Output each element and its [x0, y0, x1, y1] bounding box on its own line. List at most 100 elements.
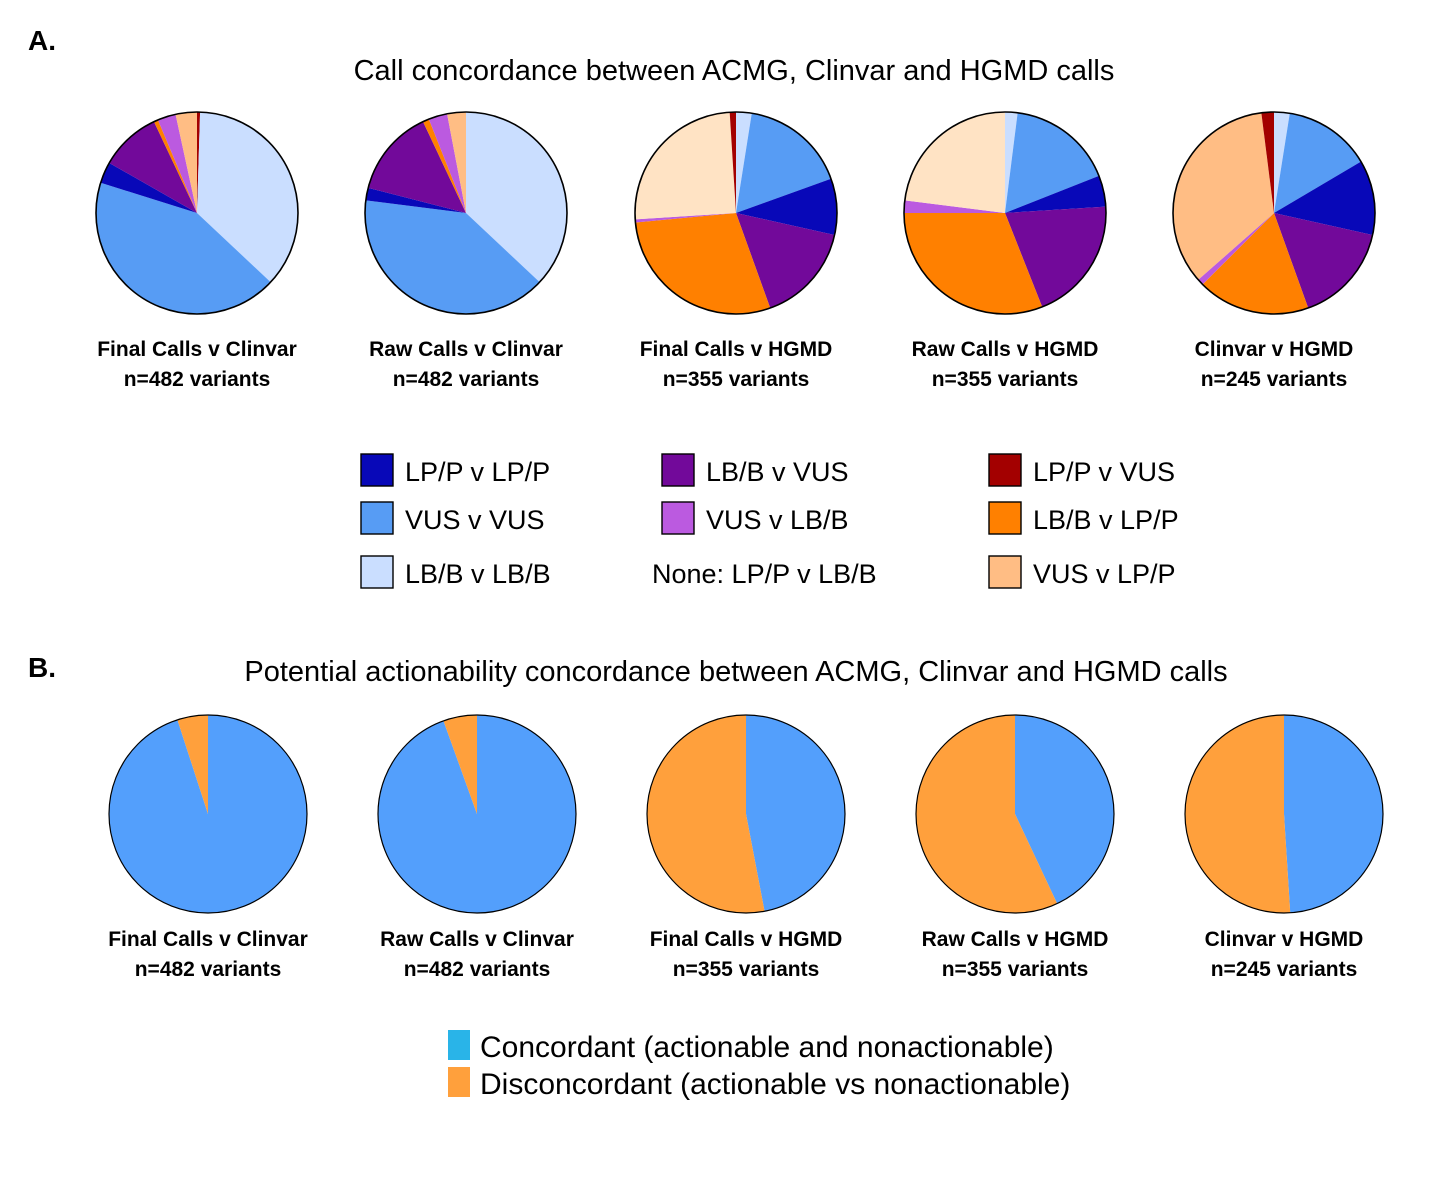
legend-item-lb-b-v-lp-p: LB/B v LP/P — [988, 501, 1179, 535]
pie-slice-raw-calls-v-clinvar-vus-v-vus — [365, 200, 540, 315]
pie-label-n: n=355 variants — [663, 368, 810, 391]
pie-label-name: Raw Calls v Clinvar — [369, 338, 563, 361]
pie-slice-final-calls-v-clinvar-lb-b-v-lb-b — [197, 112, 298, 283]
pie-label-name: Raw Calls v HGMD — [912, 338, 1099, 361]
pie-slice-final-calls-v-clinvar-vus-v-lb-b — [157, 114, 197, 213]
legend-item-lp-p-v-vus: LP/P v VUS — [988, 453, 1175, 487]
pie-outline — [377, 714, 577, 914]
pie-label-name: Clinvar v HGMD — [1195, 338, 1354, 361]
pie-slice-raw-calls-v-hgmd-vus-v-lb-b — [904, 200, 1005, 213]
legend-item-vus-v-lb-b: VUS v LB/B — [661, 501, 849, 535]
pie-slice-raw-calls-v-clinvar-vus-v-lp-p — [447, 112, 466, 213]
pie-label-name: Final Calls v HGMD — [640, 338, 833, 361]
pie-slice-final-calls-v-hgmd-lb-b-v-vus — [736, 213, 835, 309]
pie-slice-clinvar-v-hgmd-lb-b-v-lp-p — [1202, 213, 1309, 315]
legend-swatch — [448, 1030, 470, 1060]
pie-outline — [646, 714, 846, 914]
pie-slice-final-calls-v-clinvar-lb-b-v-lp-p — [153, 119, 197, 213]
legend-label: LB/B v LP/P — [1033, 505, 1179, 535]
pie-slice-clinvar-v-hgmd-disconcordant — [1184, 715, 1291, 914]
pie-slice-raw-calls-v-clinvar-lb-b-v-lp-p — [423, 119, 466, 213]
pie-label-n: n=482 variants — [404, 958, 551, 981]
pie-slice-final-calls-v-hgmd-disconcordant — [647, 715, 765, 914]
legend-item-none-lp-p-v-lb-b: None: LP/P v LB/B — [652, 559, 877, 589]
legend-swatch — [661, 501, 695, 535]
pie-slice-final-calls-v-hgmd-vus-v-lb-b — [635, 213, 736, 223]
pie-b-final-calls-v-hgmd: Final Calls v HGMD n=355 variants — [646, 714, 846, 981]
pie-outline — [1184, 714, 1384, 914]
pie-label-n: n=482 variants — [393, 368, 540, 391]
pie-a-clinvar-v-hgmd: Clinvar v HGMD n=245 variants — [1172, 111, 1376, 391]
pie-slice-final-calls-v-clinvar-vus-v-lp-p — [175, 112, 197, 213]
pie-outline — [915, 714, 1115, 914]
legend-swatch — [448, 1067, 470, 1097]
legend-swatch — [360, 453, 394, 487]
pie-slice-clinvar-v-hgmd-lb-b-v-lb-b — [1274, 112, 1290, 213]
panel-b-title: Potential actionability concordance betw… — [244, 656, 1227, 688]
pie-label-n: n=355 variants — [932, 368, 1079, 391]
pie-b-raw-calls-v-hgmd: Raw Calls v HGMD n=355 variants — [915, 714, 1115, 981]
legend-swatch — [988, 555, 1022, 589]
legend-label: None: LP/P v LB/B — [652, 559, 877, 589]
panel-a-legend: LP/P v LP/P VUS v VUS LB/B v LB/B LB/B v VU… — [360, 453, 1179, 589]
pie-slice-raw-calls-v-clinvar-lb-b-v-lb-b — [466, 112, 568, 283]
legend-label: VUS v LP/P — [1033, 559, 1176, 589]
legend-label: LP/P v LP/P — [405, 457, 550, 487]
legend-item-vus-v-lp-p: VUS v LP/P — [988, 555, 1176, 589]
legend-swatch — [661, 453, 695, 487]
pie-a-final-calls-v-hgmd: Final Calls v HGMD n=355 variants — [634, 111, 838, 391]
legend-item-vus-v-vus: VUS v VUS — [360, 501, 545, 535]
legend-item-disconcordant-actionable-vs-nonactionable: Disconcordant (actionable vs nonactionab… — [448, 1067, 1070, 1101]
legend-label: LB/B v VUS — [706, 457, 849, 487]
pie-slice-clinvar-v-hgmd-lp-p-v-vus — [1261, 112, 1274, 213]
panel-b-letter: B. — [28, 652, 56, 683]
legend-swatch — [360, 555, 394, 589]
pie-slice-final-calls-v-hgmd-vus-v-vus — [736, 113, 832, 213]
pie-outline — [634, 111, 838, 315]
pie-label-name: Final Calls v HGMD — [650, 928, 843, 951]
pie-label-name: Clinvar v HGMD — [1205, 928, 1364, 951]
pie-slice-raw-calls-v-hgmd-concordant — [1015, 714, 1115, 904]
pie-b-clinvar-v-hgmd: Clinvar v HGMD n=245 variants — [1184, 714, 1384, 981]
pie-label-name: Raw Calls v HGMD — [922, 928, 1109, 951]
pie-label-n: n=355 variants — [673, 958, 820, 981]
panel-a-title: Call concordance between ACMG, Clinvar a… — [354, 55, 1115, 87]
pie-slice-final-calls-v-hgmd-lp-p-v-lp-p — [736, 178, 838, 236]
pie-slice-raw-calls-v-hgmd-lb-b-v-vus — [1005, 206, 1106, 307]
pie-outline — [95, 111, 299, 315]
pie-slice-raw-calls-v-hgmd-disconcordant — [916, 715, 1058, 914]
pie-slice-final-calls-v-clinvar-disconcordant — [177, 715, 208, 814]
pie-slice-clinvar-v-hgmd-concordant — [1284, 715, 1383, 913]
pie-slice-clinvar-v-hgmd-vus-v-vus — [1274, 113, 1361, 213]
pie-b-final-calls-v-clinvar: Final Calls v Clinvar n=482 variants — [108, 714, 308, 981]
legend-label: LB/B v LB/B — [405, 559, 551, 589]
legend-label: LP/P v VUS — [1033, 457, 1175, 487]
panel-b-legend: Concordant (actionable and nonactionable… — [448, 1030, 1070, 1101]
pie-slice-final-calls-v-hgmd-lp-p-v-vus — [729, 112, 736, 213]
pie-label-n: n=482 variants — [124, 368, 271, 391]
pie-slice-clinvar-v-hgmd-vus-v-lp-p — [1173, 112, 1274, 280]
pie-slice-final-calls-v-clinvar-lp-p-v-lp-p — [100, 162, 197, 213]
pie-slice-raw-calls-v-clinvar-concordant — [377, 715, 576, 913]
legend-swatch — [988, 501, 1022, 535]
pie-slice-raw-calls-v-hgmd-vus-v-vus — [1005, 112, 1099, 213]
pie-label-n: n=355 variants — [942, 958, 1089, 981]
legend-label: VUS v LB/B — [706, 505, 849, 535]
pie-slice-final-calls-v-clinvar-lb-b-v-vus — [109, 121, 197, 213]
pie-label-name: Raw Calls v Clinvar — [380, 928, 574, 951]
pie-slice-raw-calls-v-hgmd-vus-v-lp-p — [904, 112, 1005, 213]
pie-a-raw-calls-v-clinvar: Raw Calls v Clinvar n=482 variants — [364, 111, 568, 391]
pie-slice-clinvar-v-hgmd-vus-v-lb-b — [1198, 213, 1274, 285]
pie-outline — [108, 714, 308, 914]
legend-label: Disconcordant (actionable vs nonactionab… — [480, 1068, 1070, 1101]
pie-label-n: n=482 variants — [135, 958, 282, 981]
pie-slice-raw-calls-v-clinvar-vus-v-lb-b — [428, 113, 466, 213]
legend-item-lp-p-v-lp-p: LP/P v LP/P — [360, 453, 550, 487]
pie-slice-final-calls-v-hgmd-lb-b-v-lb-b — [736, 111, 752, 213]
legend-label: VUS v VUS — [405, 505, 545, 535]
legend-swatch — [988, 453, 1022, 487]
pie-slice-final-calls-v-clinvar-lp-p-v-vus — [197, 112, 201, 213]
